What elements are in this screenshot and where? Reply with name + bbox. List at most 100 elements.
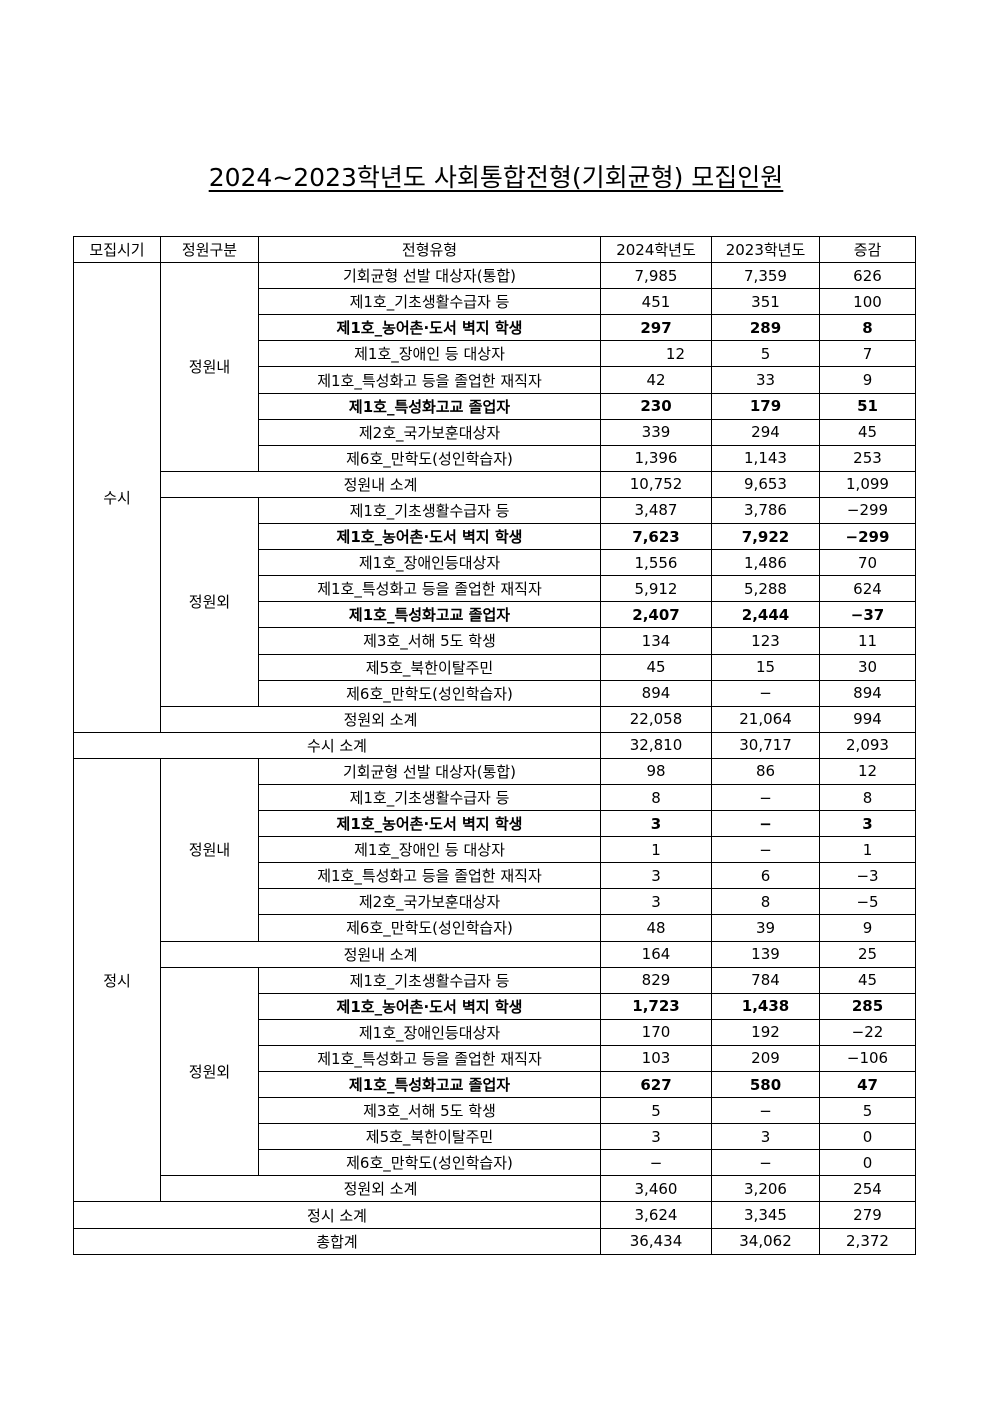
value-2023: − bbox=[711, 679, 820, 707]
value-2023: 1,486 bbox=[711, 549, 820, 577]
header-2024: 2024학년도 bbox=[600, 235, 712, 264]
value-2024: 339 bbox=[600, 418, 712, 446]
value-2024: 22,058 bbox=[600, 705, 712, 733]
value-2024: 48 bbox=[600, 914, 712, 942]
value-2023: 30,717 bbox=[711, 731, 820, 759]
value-diff: 285 bbox=[819, 992, 916, 1020]
value-2024: 5 bbox=[600, 1097, 712, 1125]
type-cell: 제6호_만학도(성인학습자) bbox=[258, 914, 601, 942]
type-cell: 기회균형 선발 대상자(통합) bbox=[258, 262, 601, 290]
subtotal-row: 정원외 소계 3,460 3,206 254 bbox=[74, 1175, 916, 1203]
table-row: 제1호_특성화고 등을 졸업한 재직자 5,912 5,288 624 bbox=[74, 575, 916, 603]
value-2024: 7,985 bbox=[600, 262, 712, 290]
type-cell: 제1호_장애인 등 대상자 bbox=[258, 340, 601, 368]
value-2024: 3,624 bbox=[600, 1201, 712, 1229]
type-cell: 제6호_만학도(성인학습자) bbox=[258, 1149, 601, 1177]
type-cell: 제1호_농어촌·도서 벽지 학생 bbox=[258, 314, 601, 342]
value-2024: 164 bbox=[600, 940, 712, 968]
value-2023: 33 bbox=[711, 366, 820, 394]
value-2023: − bbox=[711, 783, 820, 812]
header-quota: 정원구분 bbox=[160, 235, 259, 264]
header-period: 모집시기 bbox=[73, 235, 161, 264]
value-2024: 134 bbox=[600, 627, 712, 655]
section-total-row: 정시 소계 3,624 3,345 279 bbox=[73, 1201, 916, 1229]
type-cell: 제1호_농어촌·도서 벽지 학생 bbox=[258, 992, 601, 1020]
value-diff: 1,099 bbox=[819, 470, 916, 498]
type-cell: 제1호_특성화고교 졸업자 bbox=[258, 601, 601, 629]
value-2024: 1 bbox=[600, 836, 712, 864]
value-2023: 9,653 bbox=[711, 470, 820, 498]
type-cell: 제1호_특성화고 등을 졸업한 재직자 bbox=[258, 1044, 601, 1073]
value-diff: 45 bbox=[819, 966, 916, 994]
value-diff: 626 bbox=[819, 262, 916, 290]
value-2023: 784 bbox=[711, 966, 820, 994]
type-cell: 제3호_서해 5도 학생 bbox=[258, 1097, 601, 1125]
table-row: 제3호_서해 5도 학생 5−5 bbox=[74, 1097, 916, 1125]
header-diff: 증감 bbox=[819, 235, 916, 264]
value-2024: 32,810 bbox=[600, 731, 712, 759]
type-cell: 제1호_특성화고교 졸업자 bbox=[258, 1070, 601, 1099]
section-total-label: 정시 소계 bbox=[73, 1201, 601, 1229]
value-2023: 351 bbox=[711, 288, 820, 316]
table-row: 제1호_장애인 등 대상자 12 5 7 bbox=[74, 340, 916, 368]
table-row: 제1호_특성화고 등을 졸업한 재직자 3 6 −3 bbox=[74, 862, 916, 890]
value-2024: 170 bbox=[600, 1018, 712, 1046]
value-2024: 451 bbox=[600, 288, 712, 316]
type-cell: 제1호_특성화고 등을 졸업한 재직자 bbox=[258, 366, 601, 394]
quota-label: 정원내 bbox=[160, 262, 259, 472]
value-2024: 297 bbox=[600, 314, 712, 342]
value-2023: 1,143 bbox=[711, 444, 820, 472]
value-diff: 70 bbox=[819, 549, 916, 577]
value-diff: 12 bbox=[819, 757, 916, 785]
table-row: 제1호_장애인등대상자 170 192 −22 bbox=[74, 1018, 916, 1046]
type-cell: 제5호_북한이탈주민 bbox=[258, 1123, 601, 1151]
table-row: 수시 정원내 기회균형 선발 대상자(통합) 7,985 7,359 626 bbox=[73, 262, 916, 733]
type-cell: 제1호_기초생활수급자 등 bbox=[258, 783, 601, 812]
type-cell: 제6호_만학도(성인학습자) bbox=[258, 679, 601, 707]
subtotal-row: 정원내 소계 10,752 9,653 1,099 bbox=[74, 470, 916, 498]
subtotal-label: 정원내 소계 bbox=[160, 940, 601, 968]
type-cell: 제1호_장애인등대상자 bbox=[258, 1018, 601, 1046]
type-cell: 기회균형 선발 대상자(통합) bbox=[258, 757, 601, 785]
value-diff: 5 bbox=[819, 1097, 916, 1125]
value-2023: 192 bbox=[711, 1018, 820, 1046]
grand-total-row: 총합계 36,434 34,062 2,372 bbox=[73, 1227, 916, 1255]
value-2024: 829 bbox=[600, 966, 712, 994]
table-row: 제1호_기초생활수급자 등 451 351 100 bbox=[74, 288, 916, 316]
value-2023: 5,288 bbox=[711, 575, 820, 603]
value-2024: 627 bbox=[600, 1070, 712, 1099]
subtotal-row: 정원외 소계 22,058 21,064 994 bbox=[74, 705, 916, 733]
table-row: 정원외 제1호_기초생활수급자 등 829 784 45 bbox=[74, 966, 916, 1177]
table-row: 제6호_만학도(성인학습자) 894−894 bbox=[74, 679, 916, 707]
type-cell: 제5호_북한이탈주민 bbox=[258, 653, 601, 681]
value-diff: 624 bbox=[819, 575, 916, 603]
value-2023: 8 bbox=[711, 888, 820, 916]
table-row: 제6호_만학도(성인학습자) 48 39 9 bbox=[74, 914, 916, 942]
value-diff: −299 bbox=[819, 496, 916, 525]
value-2023: − bbox=[711, 836, 820, 864]
value-diff: 25 bbox=[819, 940, 916, 968]
type-cell: 제6호_만학도(성인학습자) bbox=[258, 444, 601, 472]
type-cell: 제1호_기초생활수급자 등 bbox=[258, 966, 601, 994]
subtotal-label: 정원외 소계 bbox=[160, 705, 601, 733]
header-2023: 2023학년도 bbox=[711, 235, 820, 264]
table-row: 제3호_서해 5도 학생 134 123 11 bbox=[74, 627, 916, 655]
header-row: 모집시기 정원구분 전형유형 2024학년도 2023학년도 증감 bbox=[73, 235, 916, 264]
value-2024: 3 bbox=[600, 1123, 712, 1151]
table-row: 제2호_국가보훈대상자 339 294 45 bbox=[74, 418, 916, 446]
value-diff: −22 bbox=[819, 1018, 916, 1046]
type-cell: 제1호_농어촌·도서 벽지 학생 bbox=[258, 523, 601, 551]
value-2024: 1,556 bbox=[600, 549, 712, 577]
value-2024: 7,623 bbox=[600, 523, 712, 551]
value-2023: 34,062 bbox=[711, 1227, 820, 1255]
value-diff: 9 bbox=[819, 914, 916, 942]
value-2024: − bbox=[600, 1149, 712, 1177]
section-total-label: 수시 소계 bbox=[73, 731, 601, 759]
table-row: 제1호_특성화고교 졸업자 2,407 2,444 −37 bbox=[74, 601, 916, 629]
value-diff: 51 bbox=[819, 392, 916, 420]
value-diff: 3 bbox=[819, 810, 916, 838]
type-cell: 제2호_국가보훈대상자 bbox=[258, 418, 601, 446]
value-2023: 123 bbox=[711, 627, 820, 655]
value-2024: 103 bbox=[600, 1044, 712, 1073]
value-2023: 580 bbox=[711, 1070, 820, 1099]
